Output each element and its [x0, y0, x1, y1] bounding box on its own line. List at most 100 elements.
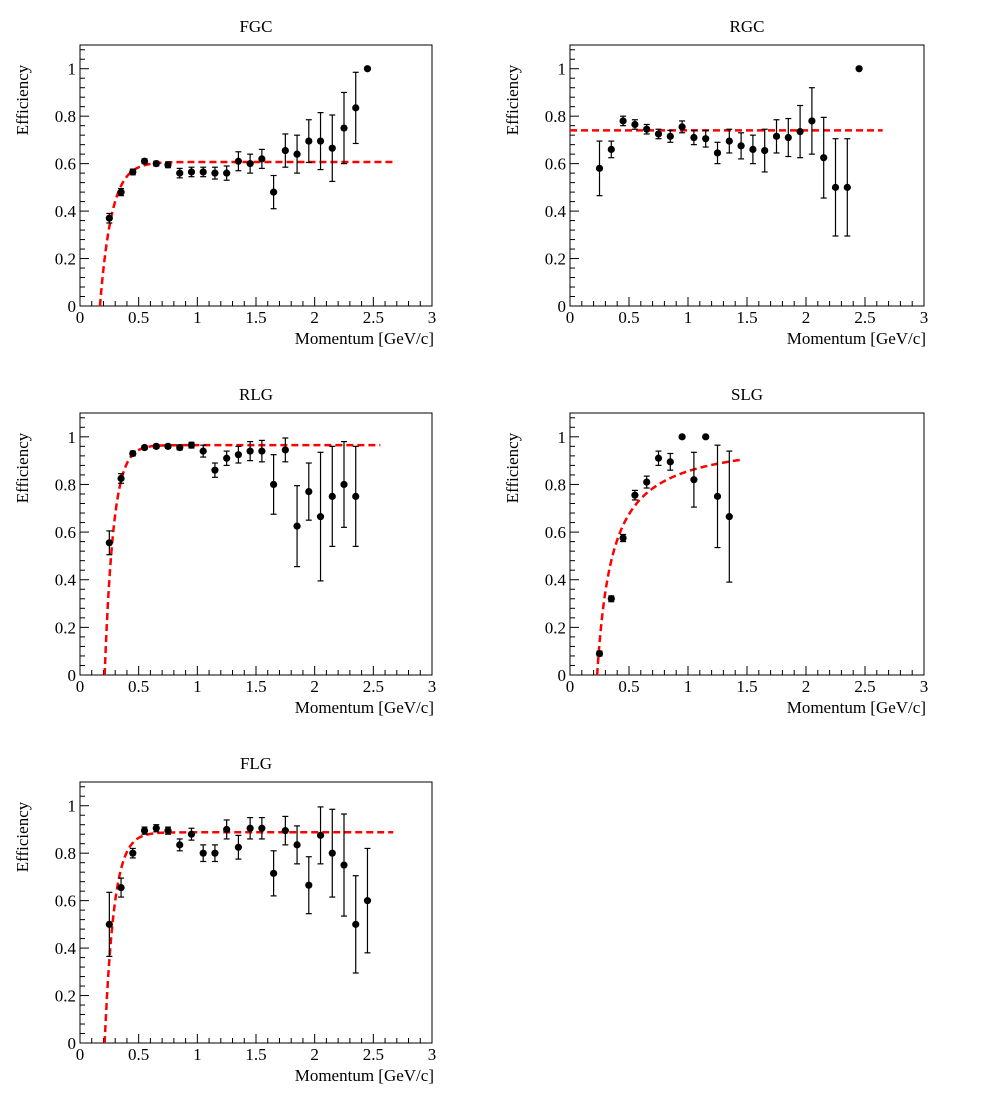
data-point [796, 128, 804, 136]
y-axis-label: Efficiency [503, 64, 522, 135]
y-tick-label: 1 [68, 797, 77, 816]
x-tick-label: 0 [566, 677, 575, 696]
data-point [654, 454, 663, 462]
y-tick-label: 0 [68, 666, 77, 685]
x-axis-label: Momentum [GeV/c] [295, 698, 434, 717]
y-tick-label: 0.6 [55, 523, 76, 542]
x-tick-label: 3 [428, 1045, 437, 1064]
data-point [363, 65, 372, 73]
data-point [223, 825, 231, 834]
chart-title: FGC [239, 17, 272, 36]
data-point [164, 161, 172, 169]
x-tick-label: 1 [193, 677, 202, 696]
data-point [293, 150, 301, 158]
data-point [234, 843, 242, 851]
data-point [631, 491, 639, 499]
data-point [666, 458, 674, 466]
data-point [246, 824, 254, 832]
data-point [293, 841, 301, 849]
data-point [678, 123, 686, 131]
data-point [152, 824, 160, 832]
y-tick-label: 0.2 [55, 987, 76, 1006]
data-point [140, 157, 149, 165]
data-point [152, 160, 160, 168]
x-tick-label: 0.5 [618, 308, 639, 327]
data-point [152, 442, 160, 450]
x-axis-label: Momentum [GeV/c] [295, 329, 434, 348]
x-tick-label: 2.5 [854, 308, 875, 327]
y-tick-label: 0.8 [545, 107, 566, 126]
x-tick-label: 1 [193, 308, 202, 327]
data-point [725, 137, 733, 145]
chart-panel-rgc: RGC 0 0.5 1 1.5 2 2.5 3 0 0.2 0.4 0.6 0.8 1 Momentum [… [503, 17, 928, 348]
data-point [340, 124, 348, 132]
chart-title: SLG [731, 385, 763, 404]
y-tick-label: 0.4 [55, 939, 77, 958]
x-tick-label: 2 [310, 1045, 319, 1064]
x-tick-label: 3 [428, 308, 437, 327]
data-point [316, 831, 325, 839]
y-tick-label: 1 [68, 60, 77, 79]
x-tick-label: 3 [428, 677, 437, 696]
y-tick-label: 0.2 [545, 250, 566, 269]
data-point [105, 214, 113, 222]
x-tick-label: 2.5 [854, 677, 875, 696]
x-tick-label: 1.5 [736, 308, 757, 327]
data-point [117, 474, 125, 483]
data-point [211, 849, 219, 857]
x-tick-label: 0.5 [128, 1045, 149, 1064]
data-point [340, 480, 348, 489]
data-point [352, 104, 360, 112]
x-tick-label: 0 [566, 308, 575, 327]
data-point [187, 168, 196, 176]
data-point [258, 155, 266, 163]
y-tick-label: 0.6 [545, 523, 566, 542]
data-point [234, 157, 242, 165]
x-tick-label: 1 [193, 1045, 202, 1064]
x-tick-label: 1 [684, 677, 693, 696]
y-tick-label: 0 [68, 1034, 77, 1053]
y-tick-label: 1 [558, 428, 567, 447]
x-tick-label: 1.5 [245, 677, 266, 696]
fit-curve [103, 443, 381, 676]
data-point [270, 869, 278, 877]
chart-panel-rlg: RLG 0 0.5 1 1.5 2 2.5 3 0 0.2 0.4 0.6 0.8 1 Momentum [… [13, 385, 436, 717]
data-point [305, 137, 313, 145]
y-tick-label: 0.2 [55, 618, 76, 637]
x-tick-label: 1.5 [245, 308, 266, 327]
data-point [246, 160, 254, 168]
data-point [187, 830, 196, 838]
data-point [129, 849, 137, 857]
x-tick-label: 2.5 [363, 308, 384, 327]
chart-panel-slg: SLG 0 0.5 1 1.5 2 2.5 3 0 0.2 0.4 0.6 0.8 1 Momentum [… [503, 385, 928, 717]
data-point [690, 476, 698, 484]
data-point [328, 849, 336, 857]
y-tick-label: 1 [558, 60, 567, 79]
data-point [643, 125, 651, 133]
data-point [129, 449, 137, 458]
data-point [305, 488, 313, 496]
y-tick-label: 0.2 [55, 250, 76, 269]
data-point [140, 827, 149, 835]
x-tick-label: 0 [76, 1045, 85, 1064]
x-tick-label: 2 [802, 308, 811, 327]
data-point [654, 130, 663, 138]
y-axis-label: Efficiency [13, 64, 32, 135]
x-tick-label: 0.5 [618, 677, 639, 696]
data-point [643, 478, 651, 486]
y-tick-label: 0.4 [55, 202, 77, 221]
data-point [702, 433, 710, 441]
data-point [666, 132, 674, 140]
data-point [258, 824, 266, 832]
data-point [199, 447, 207, 455]
data-point [328, 492, 336, 500]
data-point [855, 65, 863, 73]
x-tick-label: 2.5 [363, 1045, 384, 1064]
data-point [772, 132, 781, 140]
data-point [340, 861, 348, 869]
y-tick-label: 0 [558, 666, 567, 685]
data-point [176, 841, 184, 849]
data-point [223, 169, 231, 177]
y-tick-label: 0.4 [545, 202, 567, 221]
data-point [270, 188, 278, 196]
